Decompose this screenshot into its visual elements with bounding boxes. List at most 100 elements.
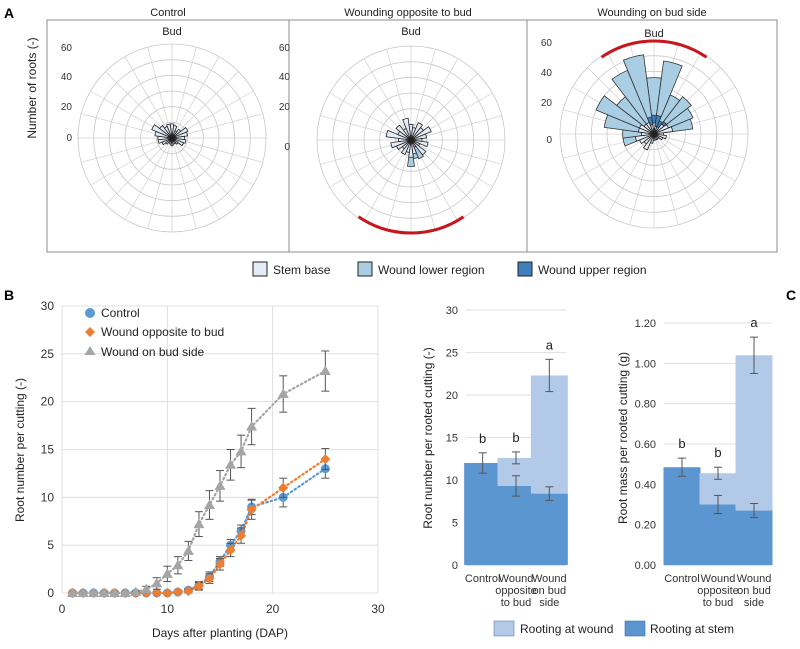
bar-category-label: side xyxy=(744,597,764,609)
line-xtick-label: 30 xyxy=(371,602,385,616)
radial-tick-20: 20 xyxy=(541,98,553,109)
data-point-budside xyxy=(77,587,89,597)
polar-grid-spoke xyxy=(410,49,436,141)
data-point-budside xyxy=(203,499,215,509)
polar-grid-spoke xyxy=(105,137,173,205)
polar-bar-stem-base xyxy=(171,131,188,139)
polar-grid-spoke xyxy=(171,137,254,186)
bud-position-arc xyxy=(600,39,708,59)
polar-title-control: Control xyxy=(150,7,185,19)
bar-category-label: opposite xyxy=(495,585,537,597)
line-xlabel: Days after planting (DAP) xyxy=(152,626,288,640)
polar-grid-spoke xyxy=(653,133,745,159)
radial-tick-60: 60 xyxy=(61,43,73,54)
bar-category-label: Control xyxy=(664,573,699,585)
bar-category-label: side xyxy=(539,597,559,609)
polar-grid-spoke xyxy=(171,137,263,163)
bar-legend: Rooting at wound Rooting at stem xyxy=(493,620,734,637)
legend-swatch-wound-lower xyxy=(357,261,373,277)
polar-grid-spoke xyxy=(653,133,702,216)
data-point-budside xyxy=(130,586,142,597)
radial-tick-20: 20 xyxy=(61,102,73,113)
bud-label-budside: Bud xyxy=(644,28,664,40)
significance-letter: b xyxy=(512,430,519,445)
polar-bar-stem-base xyxy=(395,124,412,141)
radial-tick-40: 40 xyxy=(279,72,291,83)
polar-grid-spoke xyxy=(653,133,721,201)
line-ytick-label: 0 xyxy=(47,586,54,600)
polar-grid-spoke xyxy=(171,137,220,220)
bar-category-label: opposite xyxy=(697,585,739,597)
polar-grid-spoke xyxy=(90,137,173,186)
polar-grid-spoke xyxy=(653,133,736,182)
line-ytick-label: 25 xyxy=(41,347,55,361)
legend-label-rooting-wound: Rooting at wound xyxy=(520,622,613,636)
polar-grid-spoke xyxy=(171,137,197,229)
line-ytick-label: 15 xyxy=(41,443,55,457)
polar-chart-opposite xyxy=(316,45,506,235)
bar-rooting-stem xyxy=(663,467,701,565)
radial-tick-40: 40 xyxy=(541,68,553,79)
bar-rooting-stem xyxy=(530,493,568,565)
bud-label-control: Bud xyxy=(162,26,182,38)
bar-rooting-stem xyxy=(699,504,737,565)
line-ylabel: Root number per cutting (-) xyxy=(13,378,27,522)
polar-bar-stem-base xyxy=(390,139,412,149)
radial-tick-40: 40 xyxy=(61,72,73,83)
legend-marker-budside xyxy=(84,346,96,355)
bar-rooting-stem xyxy=(497,485,535,565)
bar-rooting-wound xyxy=(530,375,568,494)
polar-bar-stem-base xyxy=(410,133,427,141)
polar-bar-stem-base xyxy=(649,124,655,135)
bar-ytick-label: 0 xyxy=(452,560,458,572)
radial-tick-0: 0 xyxy=(66,133,72,144)
polar-bar-stem-base xyxy=(402,117,412,141)
polar-bar-stem-base xyxy=(410,126,432,141)
data-point-budside xyxy=(235,445,247,456)
polar-chart-budside xyxy=(559,39,749,229)
panel-label-b: B xyxy=(4,287,14,303)
polar-chart-control xyxy=(77,43,267,233)
polar-bar-wound-lower xyxy=(653,60,683,135)
polar-grid-spoke xyxy=(171,56,220,139)
polar-panel-frame-budside xyxy=(526,19,778,253)
legend-swatch-stem-base xyxy=(252,261,268,277)
bud-label-opposite: Bud xyxy=(401,26,421,38)
legend-label-stem-base: Stem base xyxy=(273,263,331,277)
polar-grid-spoke xyxy=(124,137,173,220)
bar-ytick-label: 0.00 xyxy=(635,560,656,572)
polar-grid-spoke xyxy=(344,139,412,207)
data-point-opposite xyxy=(162,588,173,598)
bar-category-label: Wound xyxy=(499,573,534,585)
bar-ytick-label: 1.00 xyxy=(635,358,656,370)
polar-bar-wound-lower xyxy=(595,95,655,135)
data-point-budside xyxy=(161,568,173,578)
polar-grid-spoke xyxy=(386,139,412,231)
legend-swatch-rooting-stem xyxy=(624,620,646,637)
polar-grid-spoke xyxy=(171,137,239,205)
data-point-budside xyxy=(140,583,152,594)
data-point-budside xyxy=(88,587,100,597)
data-point-budside xyxy=(119,587,131,597)
data-point-opposite xyxy=(246,504,257,515)
bar-category-label: on bud xyxy=(533,585,567,597)
bar-category-label: Wound xyxy=(701,573,736,585)
polar-ylabel: Number of roots (-) xyxy=(25,37,39,138)
polar-bar-stem-base xyxy=(171,126,189,139)
line-xtick-label: 10 xyxy=(161,602,175,616)
polar-bar-stem-base xyxy=(166,123,173,139)
bar-ytick-label: 0.60 xyxy=(635,439,656,451)
bar-ytick-label: 1.20 xyxy=(635,318,656,330)
polar-grid-spoke xyxy=(171,47,197,139)
polar-bar-wound-lower xyxy=(622,54,655,135)
data-point-budside xyxy=(109,587,121,597)
line-ytick-label: 30 xyxy=(41,299,55,313)
data-point-opposite xyxy=(193,581,204,592)
legend-label-wound-upper: Wound upper region xyxy=(538,263,647,277)
line-ytick-label: 10 xyxy=(41,490,55,504)
data-point-opposite xyxy=(278,482,289,493)
data-point-opposite xyxy=(236,530,247,541)
data-point-opposite xyxy=(183,586,194,597)
